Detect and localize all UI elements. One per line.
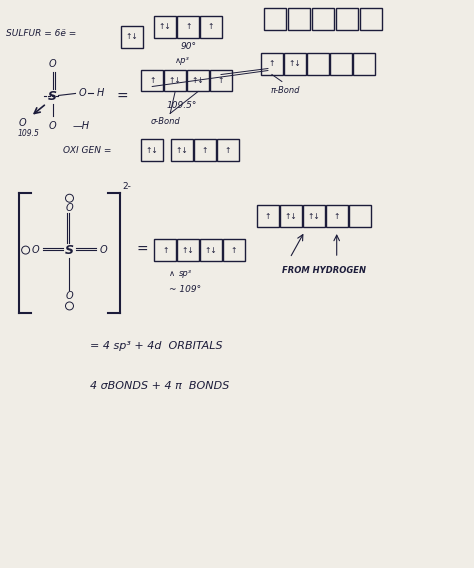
Bar [177,16,199,37]
Text: OXI GEN =: OXI GEN = [63,146,111,155]
Text: O: O [100,245,107,255]
Text: ↑: ↑ [202,146,208,155]
Text: FROM HYDROGEN: FROM HYDROGEN [282,265,366,274]
Text: ↑↓: ↑↓ [192,76,204,85]
Text: ↑: ↑ [334,212,340,220]
Text: ↑: ↑ [225,146,231,155]
Text: ↑↓: ↑↓ [169,76,182,85]
Text: O: O [79,89,86,98]
Text: 2-: 2- [122,182,131,191]
Text: O: O [49,59,56,69]
Text: ~ 109°: ~ 109° [169,286,201,294]
Bar [121,26,143,48]
Bar [349,205,371,227]
Bar [284,53,306,74]
Text: 4 σBONDS + 4 π  BONDS: 4 σBONDS + 4 π BONDS [91,381,230,391]
Text: ↑↓: ↑↓ [159,22,172,31]
Text: SULFUR = 6ë =: SULFUR = 6ë = [6,29,76,38]
Text: ↑↓: ↑↓ [182,245,194,254]
Bar [312,8,334,30]
Bar [288,8,310,30]
Bar [336,8,358,30]
Text: ↑↓: ↑↓ [289,59,301,68]
Bar [223,239,245,261]
Bar [200,239,222,261]
Bar [330,53,352,74]
Text: ∧: ∧ [169,269,175,278]
Text: O: O [66,203,73,213]
Text: sp³: sp³ [179,269,191,278]
Text: ↑: ↑ [185,22,191,31]
Bar [360,8,382,30]
Text: —H: —H [73,122,90,131]
Text: ∧p³: ∧p³ [175,56,190,65]
Bar [264,8,286,30]
Bar [141,69,163,91]
Bar [257,205,279,227]
Text: ↑↓: ↑↓ [205,245,218,254]
Text: S: S [65,244,74,257]
Text: ↑↓: ↑↓ [146,146,159,155]
Bar [326,205,347,227]
Text: 109.5°: 109.5° [167,101,197,110]
Text: ↑↓: ↑↓ [126,32,139,41]
Text: = 4 sp³ + 4d  ORBITALS: = 4 sp³ + 4d ORBITALS [91,341,223,351]
Text: O: O [32,245,39,255]
Bar [200,16,222,37]
Text: π-Bond: π-Bond [270,86,300,95]
Text: O: O [19,118,27,128]
Bar [210,69,232,91]
Bar [194,139,216,161]
Bar [154,16,176,37]
Bar [280,205,302,227]
Bar [141,139,163,161]
Bar [177,239,199,261]
Bar [217,139,239,161]
Text: σ-Bond: σ-Bond [150,117,180,126]
Text: 109.5: 109.5 [18,129,39,138]
Text: ↑↓: ↑↓ [308,212,320,220]
Bar [303,205,325,227]
Text: ↑: ↑ [208,22,214,31]
Bar [307,53,329,74]
Text: ↑: ↑ [162,245,168,254]
Text: =: = [137,243,148,257]
Text: 90°: 90° [180,42,196,51]
Text: O: O [66,291,73,301]
Bar [261,53,283,74]
Bar [353,53,374,74]
Bar [154,239,176,261]
Text: O: O [49,122,56,131]
Bar [171,139,193,161]
Text: ↑↓: ↑↓ [176,146,189,155]
Text: S: S [48,90,57,103]
Text: ↑: ↑ [149,76,155,85]
Text: =: = [117,89,128,103]
Text: ↑: ↑ [218,76,224,85]
Bar [164,69,186,91]
Text: ↑: ↑ [264,212,271,220]
Text: ↑↓: ↑↓ [284,212,297,220]
Bar [187,69,209,91]
Text: ↑: ↑ [269,59,275,68]
Text: ↑: ↑ [231,245,237,254]
Text: H: H [97,89,104,98]
